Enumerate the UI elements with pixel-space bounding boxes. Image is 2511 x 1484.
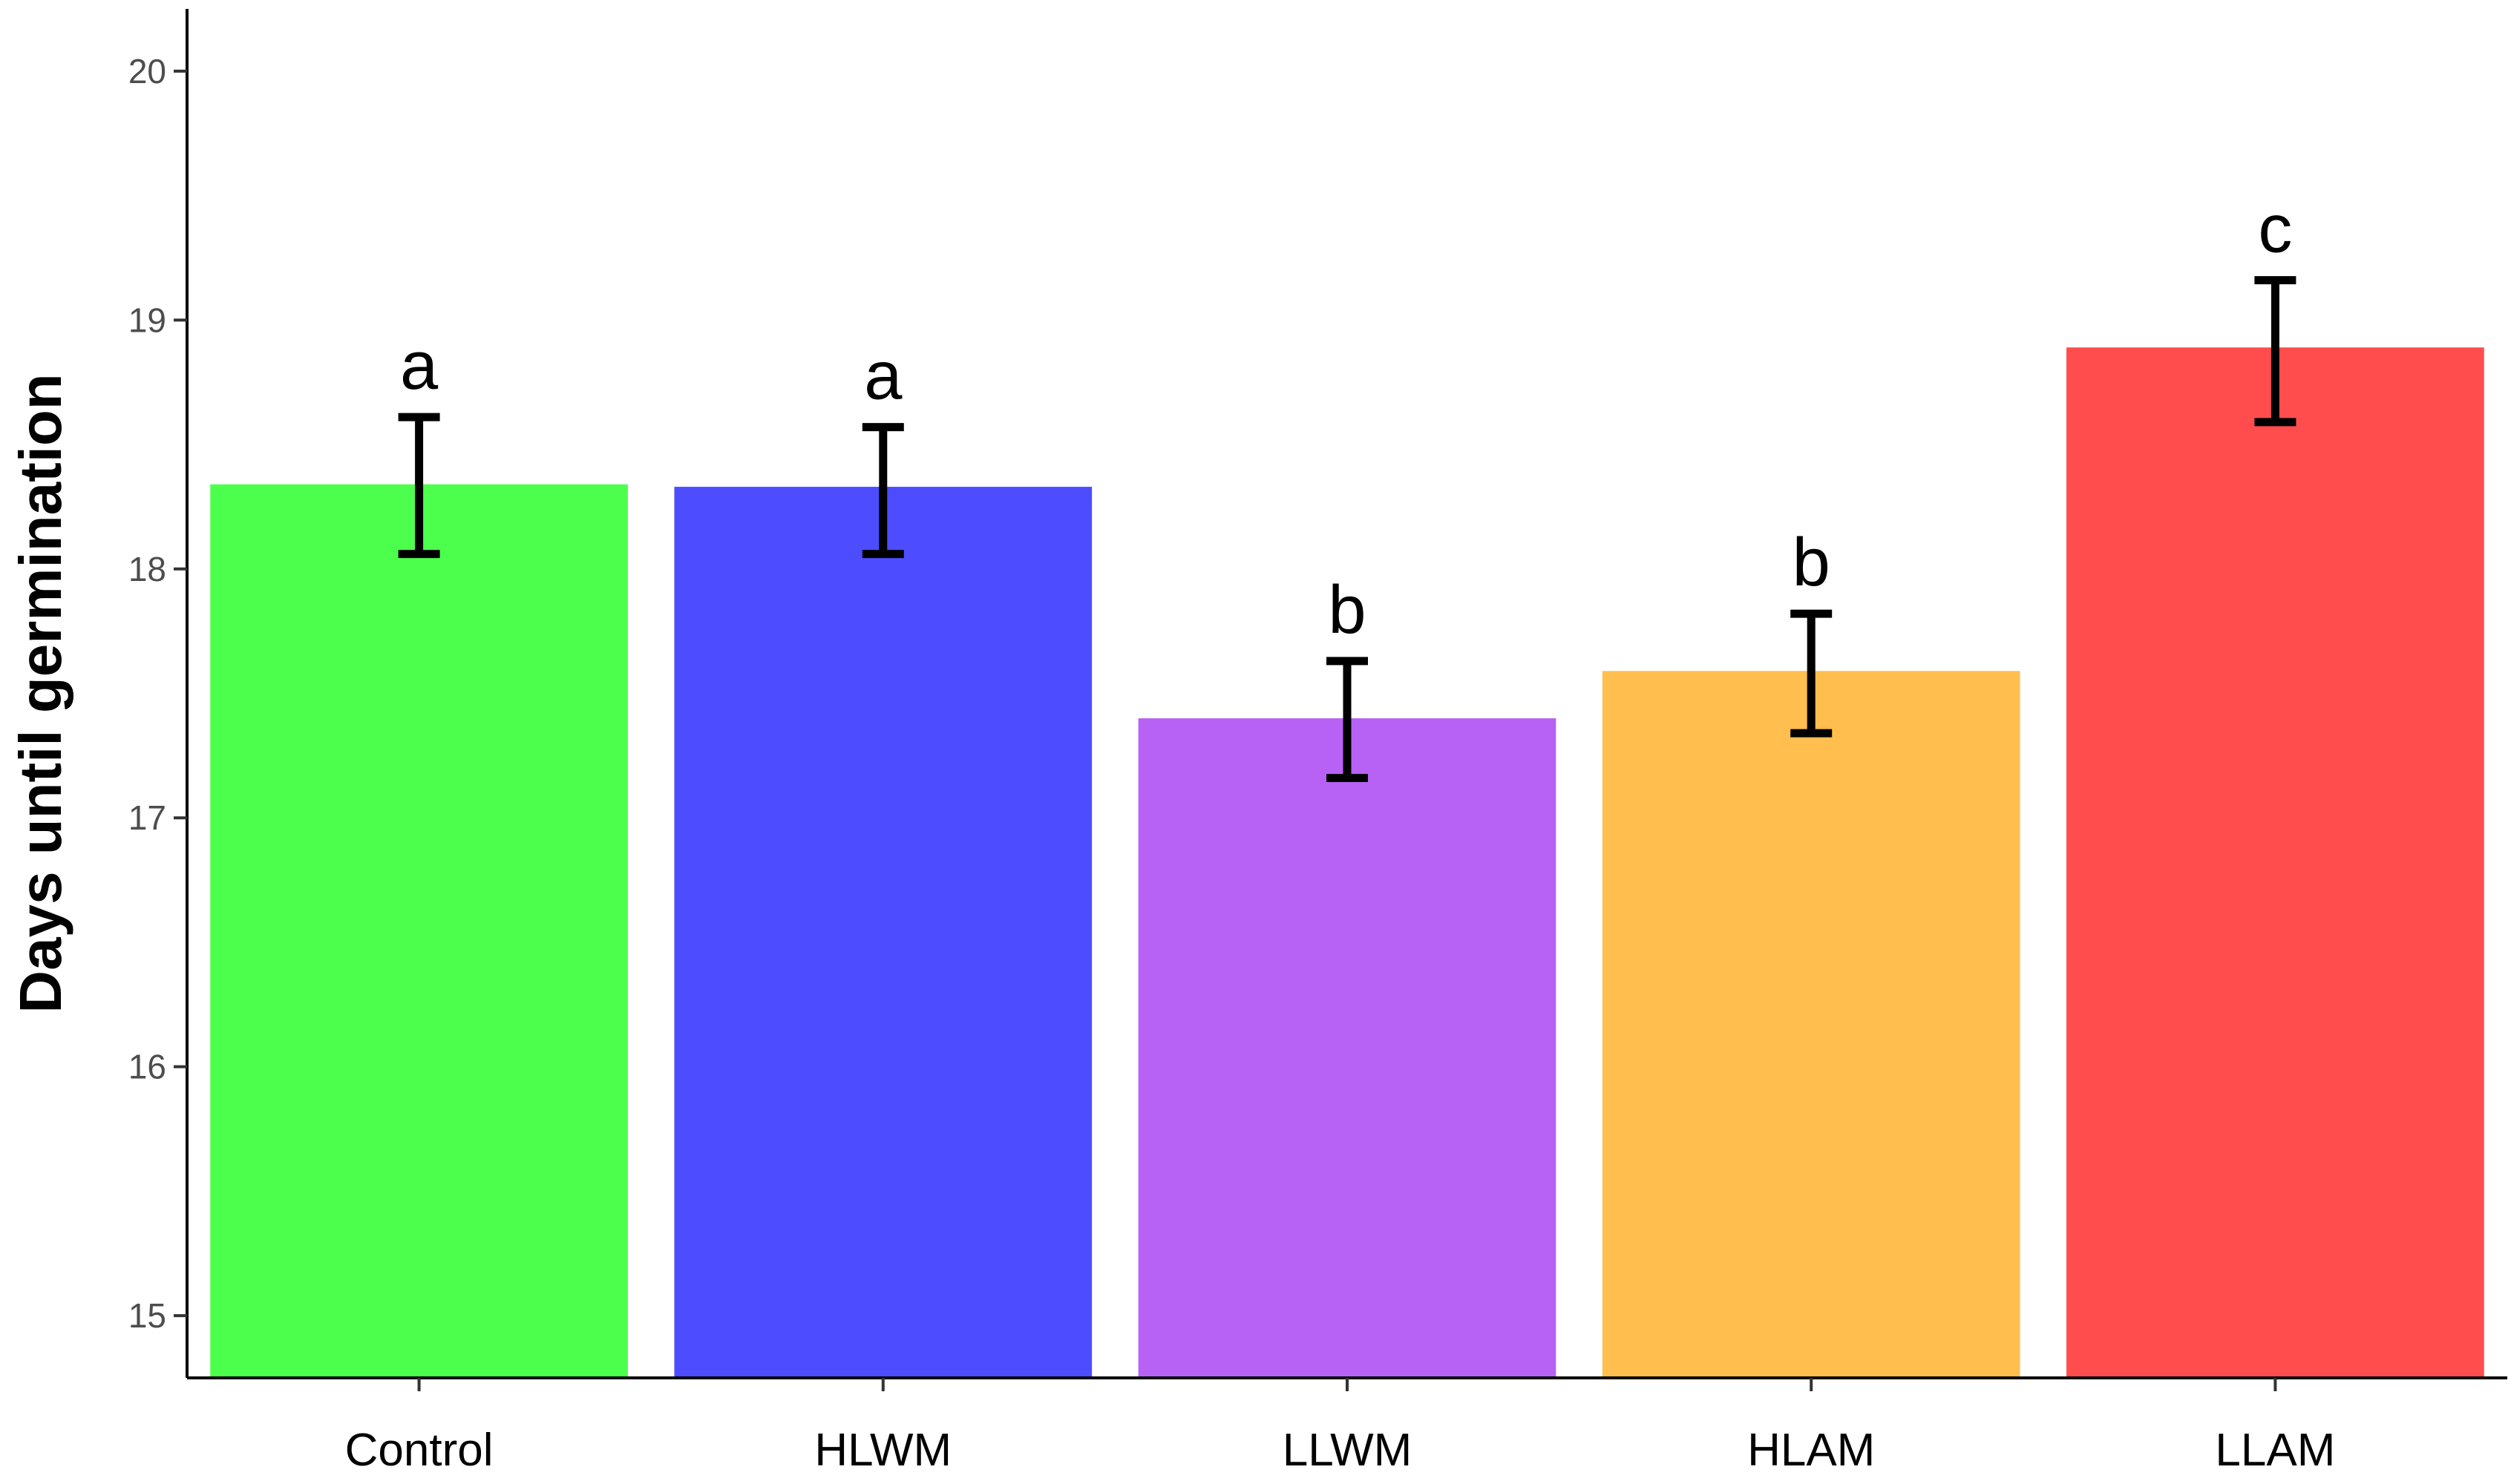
y-ticks-layer: 15 16 17 18 19 20 xyxy=(128,52,187,1335)
bar-llam xyxy=(2066,347,2484,1379)
error-bars-layer xyxy=(398,276,2296,783)
y-tick-label-19: 19 xyxy=(128,301,166,339)
bar-control xyxy=(210,484,628,1378)
bar-llwm xyxy=(1138,718,1556,1378)
significance-label-llwm: b xyxy=(1328,572,1366,648)
significance-label-control: a xyxy=(400,328,439,404)
error-bar-llam xyxy=(2254,276,2296,427)
y-tick-label-15: 15 xyxy=(128,1296,166,1335)
significance-label-hlwm: a xyxy=(864,338,903,414)
x-tick-label-control: Control xyxy=(345,1425,494,1476)
significance-label-hlam: b xyxy=(1793,525,1830,600)
x-tick-label-llam: LLAM xyxy=(2215,1425,2335,1476)
y-tick-label-20: 20 xyxy=(128,52,166,91)
error-bar-control xyxy=(398,413,440,559)
significance-label-llam: c xyxy=(2258,191,2292,267)
significance-labels-layer: a a b b c xyxy=(400,191,2292,648)
y-tick-label-17: 17 xyxy=(128,798,166,837)
bar-hlam xyxy=(1602,671,2020,1378)
bar-hlwm xyxy=(674,487,1093,1378)
error-bar-hlam xyxy=(1790,609,1833,738)
error-bar-hlwm xyxy=(862,423,904,559)
x-tick-label-llwm: LLWM xyxy=(1283,1425,1412,1476)
bars-layer xyxy=(210,347,2484,1379)
y-tick-label-16: 16 xyxy=(128,1048,166,1086)
x-ticks-layer: Control HLWM LLWM HLAM LLAM xyxy=(345,1378,2335,1476)
y-axis-title: Days until germination xyxy=(7,373,73,1013)
error-bar-llwm xyxy=(1326,657,1368,783)
x-tick-label-hlwm: HLWM xyxy=(814,1425,952,1476)
y-tick-label-18: 18 xyxy=(128,550,166,588)
x-tick-label-hlam: HLAM xyxy=(1747,1425,1875,1476)
